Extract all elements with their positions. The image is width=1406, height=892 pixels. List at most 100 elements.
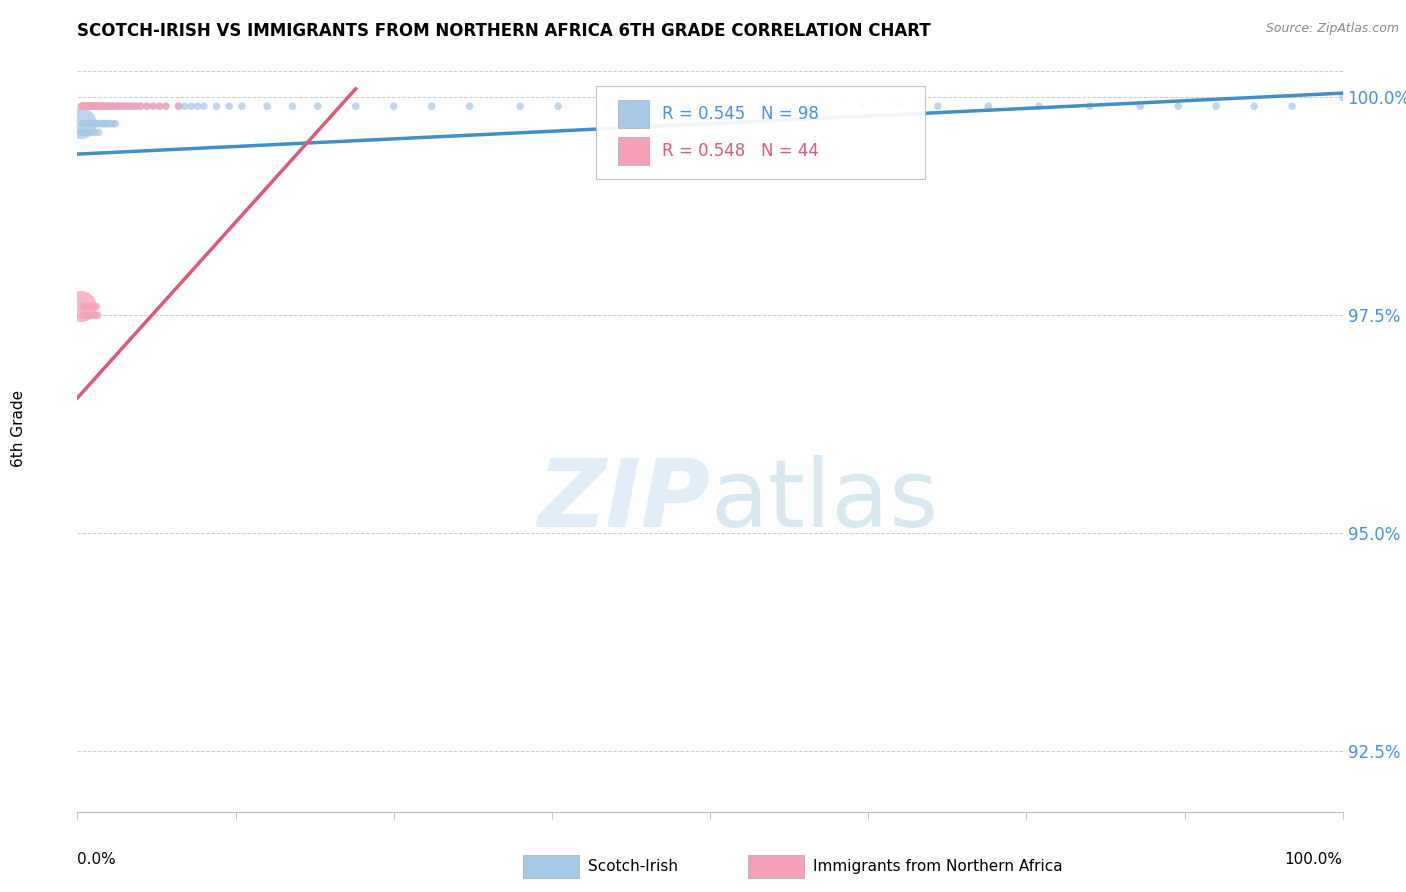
Point [205,99,228,113]
Point [86,99,108,113]
Point [112,99,135,113]
Point [87,99,110,113]
Point [107,99,129,113]
Point [84,308,107,322]
Point [70,300,93,314]
Point [136,99,159,113]
Point [1243,99,1265,113]
Point [73,99,96,113]
Point [231,99,253,113]
Point [77,117,100,131]
Point [83,117,105,131]
Point [699,99,721,113]
Point [73,117,96,131]
Point [180,99,202,113]
Point [76,117,98,131]
Point [89,99,111,113]
Point [80,125,103,139]
Point [76,308,98,322]
Point [167,99,190,113]
Point [193,99,215,113]
Point [90,99,112,113]
Point [155,99,177,113]
Point [79,117,101,131]
Point [186,99,209,113]
Point [101,99,124,113]
Point [108,99,131,113]
Point [94,117,117,131]
Text: 6th Grade: 6th Grade [11,390,25,467]
Point [73,99,96,113]
Point [77,300,100,314]
Point [73,125,96,139]
Point [218,99,240,113]
Point [101,117,124,131]
Point [142,99,165,113]
Point [76,99,98,113]
Point [889,99,911,113]
Point [155,99,177,113]
Point [82,99,104,113]
Point [97,117,120,131]
Point [79,308,101,322]
Bar [617,100,650,128]
Point [648,99,671,113]
Point [1205,99,1227,113]
Point [104,99,127,113]
Point [84,125,107,139]
Point [509,99,531,113]
Point [72,99,94,113]
Point [149,99,172,113]
Point [800,99,823,113]
Point [91,99,114,113]
Point [72,117,94,131]
Point [82,117,104,131]
Point [977,99,1000,113]
Point [120,99,142,113]
Point [93,117,115,131]
Text: Source: ZipAtlas.com: Source: ZipAtlas.com [1265,22,1399,36]
Point [149,99,172,113]
Point [120,99,142,113]
Point [86,117,108,131]
Point [98,99,120,113]
Point [114,99,136,113]
Point [104,117,127,131]
Point [73,117,96,131]
Point [73,99,96,113]
Point [382,99,405,113]
Point [73,300,96,314]
Point [1078,99,1101,113]
Text: ZIP: ZIP [537,455,710,547]
Point [86,99,108,113]
Point [851,99,873,113]
Point [80,99,103,113]
Point [91,99,114,113]
Point [307,99,329,113]
Point [84,99,107,113]
Point [80,99,103,113]
Point [89,99,111,113]
Point [79,99,101,113]
Point [111,99,132,113]
Point [80,300,103,314]
Text: 100.0%: 100.0% [1285,853,1343,867]
Text: R = 0.548   N = 44: R = 0.548 N = 44 [662,143,818,161]
Text: atlas: atlas [710,455,938,547]
Point [344,99,367,113]
Point [94,99,117,113]
Point [1281,99,1303,113]
Point [101,99,124,113]
FancyBboxPatch shape [596,87,925,178]
Point [87,125,110,139]
Point [97,99,120,113]
Point [75,99,97,113]
Point [86,300,108,314]
Point [73,308,96,322]
Point [124,99,146,113]
Point [256,99,278,113]
Point [1167,99,1189,113]
Point [458,99,481,113]
Point [174,99,197,113]
Point [86,99,108,113]
